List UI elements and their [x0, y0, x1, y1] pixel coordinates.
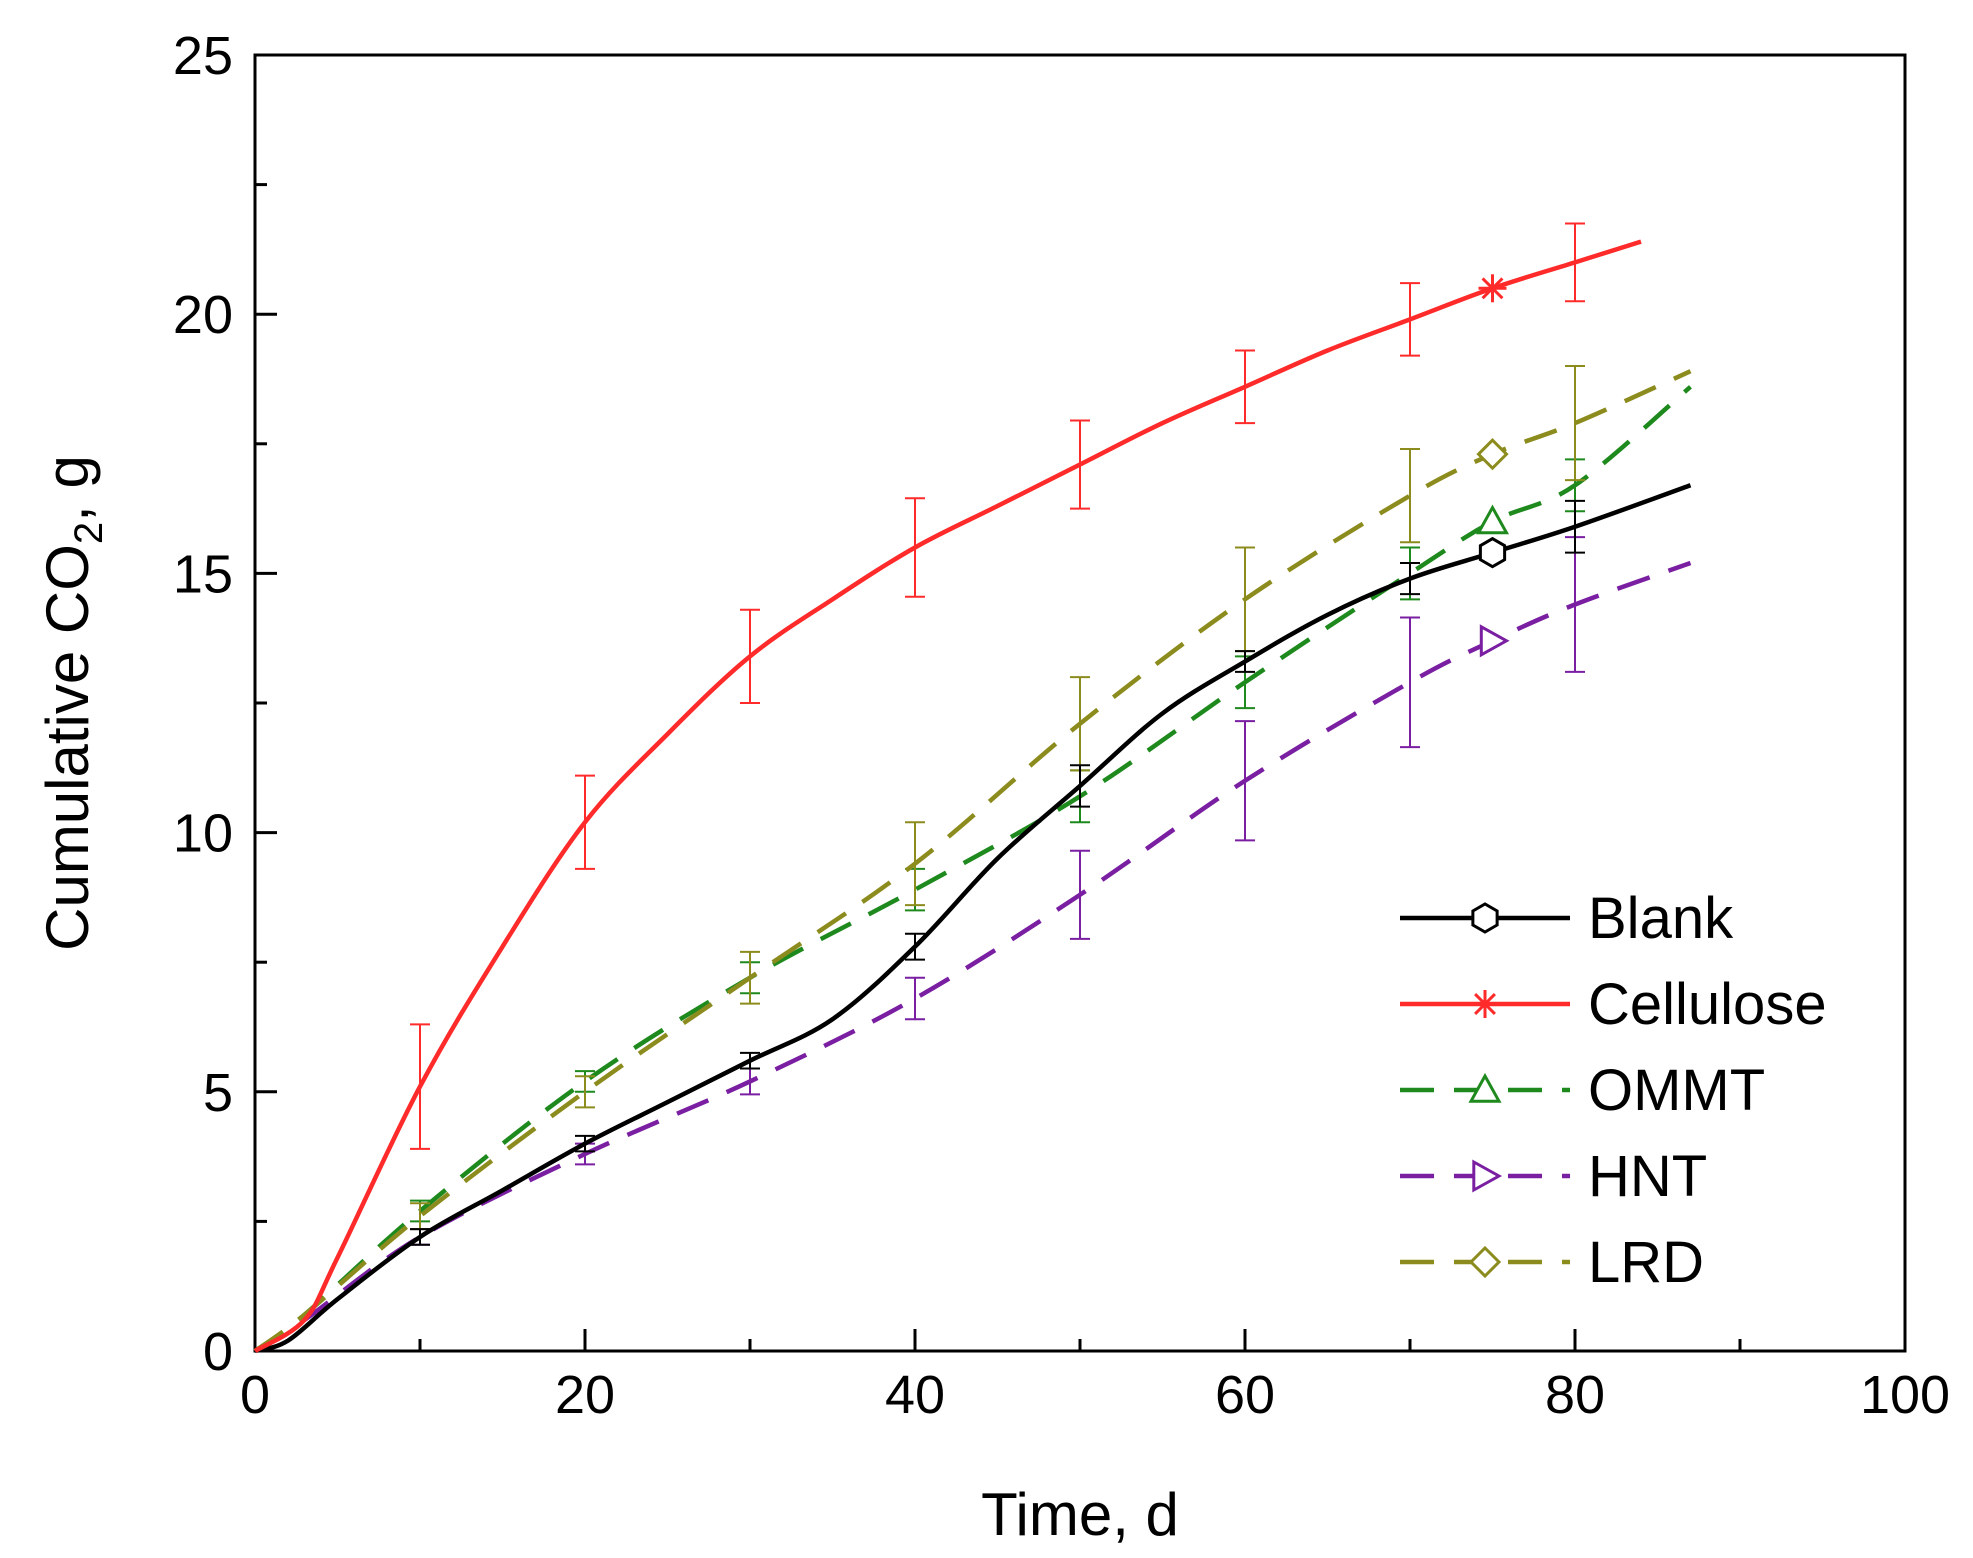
error-bar-hnt [905, 976, 925, 1021]
legend-label-hnt: HNT [1588, 1144, 1707, 1209]
marker-lrd [1476, 438, 1509, 471]
y-axis-title-main: Cumulative CO [34, 544, 101, 951]
y-tick-label: 0 [203, 1322, 233, 1382]
y-axis-title: Cumulative CO2, g [34, 455, 111, 951]
x-tick-label: 80 [1545, 1365, 1605, 1425]
error-bar-lrd [1400, 447, 1420, 544]
marker-hnt [1479, 624, 1510, 658]
line-cellulose [253, 239, 1642, 1353]
legend-marker-cellulose [1471, 990, 1499, 1018]
legend-label-cellulose: Cellulose [1588, 972, 1827, 1037]
legend-marker-blank [1471, 902, 1499, 934]
y-axis-title-subscript: 2 [67, 522, 111, 544]
y-tick-label: 15 [173, 544, 233, 604]
x-tick-label: 100 [1860, 1365, 1950, 1425]
x-axis-title: Time, d [981, 1481, 1179, 1548]
y-axis: 0 5 10 15 20 25 [173, 26, 277, 1382]
x-tick-label: 40 [885, 1365, 945, 1425]
x-tick-label: 0 [240, 1365, 270, 1425]
line-hnt [253, 560, 1692, 1353]
legend-marker-ommt [1468, 1072, 1502, 1103]
error-bar-hnt [1400, 616, 1420, 749]
legend-marker-hnt [1472, 1159, 1503, 1193]
series-blank [254, 483, 1692, 1354]
legend: Blank Cellulose OMMT HNT LRD [1400, 886, 1827, 1295]
marker-ommt [1475, 504, 1510, 535]
legend-item-cellulose: Cellulose [1400, 972, 1827, 1037]
x-tick-label: 60 [1215, 1365, 1275, 1425]
error-bar-lrd [575, 1075, 595, 1109]
legend-item-ommt: OMMT [1400, 1058, 1765, 1123]
x-axis: 0 20 40 60 80 100 [240, 1329, 1950, 1425]
legend-item-blank: Blank [1400, 886, 1734, 951]
marker-cellulose [1478, 274, 1507, 303]
legend-item-hnt: HNT [1400, 1144, 1707, 1209]
series-hnt [253, 536, 1692, 1353]
legend-label-lrd: LRD [1588, 1230, 1704, 1295]
series-cellulose [253, 222, 1642, 1353]
line-ommt [253, 385, 1692, 1353]
legend-marker-lrd [1468, 1245, 1502, 1279]
series-lrd [253, 365, 1692, 1353]
legend-item-lrd: LRD [1400, 1230, 1704, 1295]
line-blank [254, 483, 1692, 1354]
y-axis-title-suffix: , g [34, 455, 101, 522]
legend-label-blank: Blank [1588, 886, 1734, 951]
series-layer [253, 222, 1692, 1354]
x-tick-label: 20 [555, 1365, 615, 1425]
legend-label-ommt: OMMT [1588, 1058, 1765, 1123]
marker-blank [1478, 536, 1507, 569]
y-tick-label: 20 [173, 285, 233, 345]
y-tick-label: 10 [173, 804, 233, 864]
error-bar-lrd [1565, 365, 1585, 482]
y-tick-label: 5 [203, 1063, 233, 1123]
y-tick-label: 25 [173, 26, 233, 86]
